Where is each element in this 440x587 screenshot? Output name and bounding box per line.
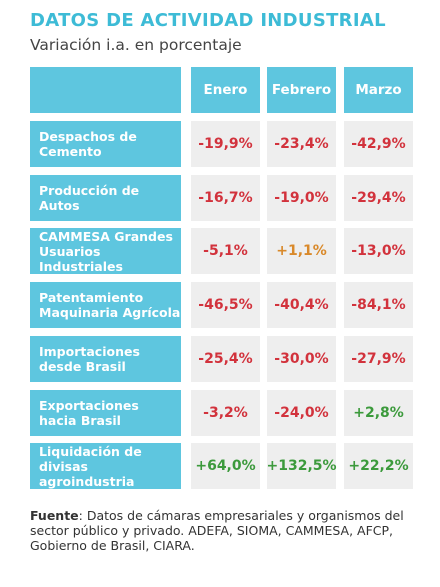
header-blank [30, 67, 181, 113]
value-cell: -27,9% [344, 335, 413, 382]
value-cell: -16,7% [191, 174, 260, 221]
row-label: Importaciones desde Brasil [30, 335, 181, 382]
value-cell: -30,0% [267, 335, 336, 382]
value-cell: -19,0% [267, 174, 336, 221]
subtitle: Variación i.a. en porcentaje [30, 36, 242, 54]
value-cell: -29,4% [344, 174, 413, 221]
row-label: Liquidación de divisas agroindustria [30, 443, 181, 490]
row-label: Producción de Autos [30, 174, 181, 221]
value-cell: -84,1% [344, 282, 413, 329]
footer: Fuente: Datos de cámaras empresariales y… [30, 508, 430, 553]
value-cell: -19,9% [191, 121, 260, 167]
value-cell: +1,1% [267, 228, 336, 275]
value-cell: -25,4% [191, 335, 260, 382]
value-cell: -42,9% [344, 121, 413, 167]
value-cell: -24,0% [267, 389, 336, 436]
value-cell: -5,1% [191, 228, 260, 275]
row-label: Exportaciones hacia Brasil [30, 389, 181, 436]
title: DATOS DE ACTIVIDAD INDUSTRIAL [30, 10, 386, 31]
value-cell: -3,2% [191, 389, 260, 436]
value-cell: -46,5% [191, 282, 260, 329]
column-header: Febrero [267, 67, 336, 113]
column-header: Marzo [344, 67, 413, 113]
column-header: Enero [191, 67, 260, 113]
row-label: Despachos de Cemento [30, 121, 181, 167]
value-cell: -13,0% [344, 228, 413, 275]
value-cell: +22,2% [344, 443, 413, 490]
row-label: Patentamiento Maquinaria Agrícola [30, 282, 181, 329]
value-cell: -23,4% [267, 121, 336, 167]
footer-text: : Datos de cámaras empresariales y organ… [30, 508, 404, 553]
footer-label: Fuente [30, 508, 79, 523]
value-cell: +2,8% [344, 389, 413, 436]
value-cell: +132,5% [266, 443, 337, 490]
row-label: CAMMESA Grandes Usuarios Industriales [30, 228, 181, 275]
value-cell: +64,0% [191, 443, 260, 490]
value-cell: -40,4% [267, 282, 336, 329]
